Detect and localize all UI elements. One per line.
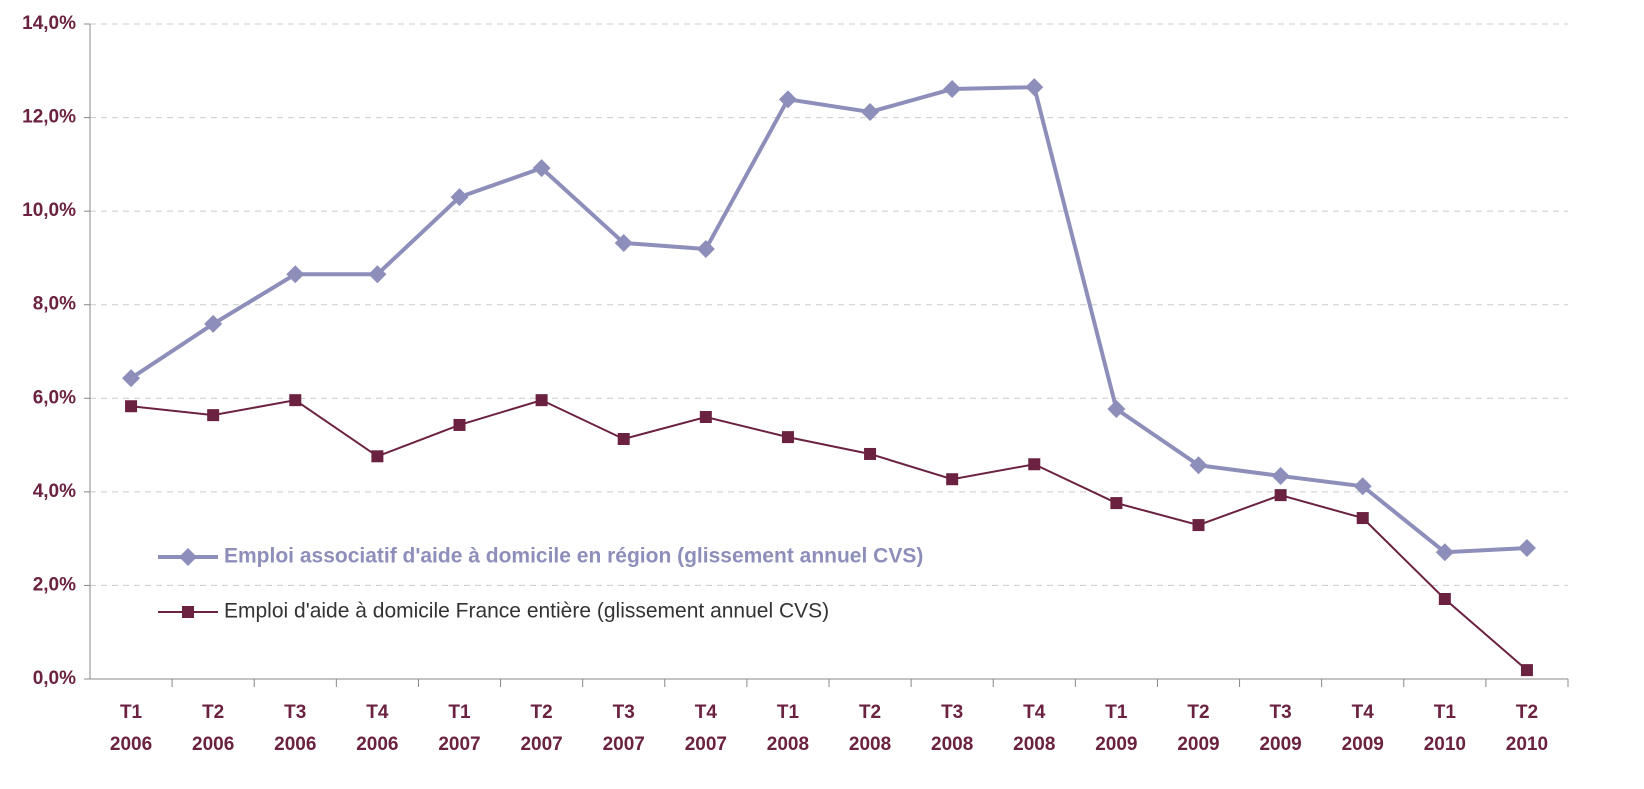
y-tick-label: 8,0% <box>33 294 76 315</box>
x-tick-label: 2006 <box>192 734 234 755</box>
x-tick-label: 2009 <box>1095 734 1137 755</box>
x-tick-label: T4 <box>1352 702 1375 723</box>
x-tick-label: T3 <box>941 702 963 723</box>
legend-marker <box>182 606 194 618</box>
data-point <box>1438 592 1451 605</box>
data-point <box>535 394 548 407</box>
data-point <box>1107 400 1126 419</box>
data-point <box>289 394 302 407</box>
x-tick-label: T1 <box>1105 702 1128 723</box>
x-tick-label: T3 <box>613 702 635 723</box>
x-tick-label: T1 <box>120 702 143 723</box>
x-tick-label: 2008 <box>767 734 809 755</box>
x-tick-label: T2 <box>1187 702 1209 723</box>
y-tick-label: 4,0% <box>33 481 76 502</box>
x-tick-label: T1 <box>777 702 800 723</box>
x-tick-label: 2009 <box>1177 734 1219 755</box>
x-tick-label: T3 <box>1270 702 1292 723</box>
data-point <box>1356 512 1369 525</box>
series-line <box>130 399 1528 671</box>
data-point <box>1353 477 1372 496</box>
y-tick-label: 10,0% <box>22 200 76 221</box>
x-tick-label: 2007 <box>438 734 480 755</box>
data-point <box>778 90 797 109</box>
legend-marker <box>179 548 197 566</box>
x-tick-label: 2007 <box>603 734 645 755</box>
data-point <box>1517 539 1536 557</box>
legend-label: Emploi associatif d'aide à domicile en r… <box>224 545 923 568</box>
x-tick-label: 2009 <box>1259 734 1301 755</box>
x-tick-label: 2008 <box>1013 734 1055 755</box>
x-tick-label: T1 <box>1434 702 1457 723</box>
x-tick-label: T4 <box>366 702 389 723</box>
data-point <box>286 265 305 284</box>
y-tick-label: 14,0% <box>22 13 76 34</box>
x-tick-label: 2007 <box>685 734 727 755</box>
data-point <box>1274 489 1287 502</box>
data-point <box>946 473 959 486</box>
data-point <box>617 432 630 445</box>
data-point <box>864 447 877 460</box>
x-tick-label: 2006 <box>274 734 316 755</box>
data-point <box>1028 458 1041 471</box>
data-point <box>696 240 715 259</box>
data-point <box>368 265 387 284</box>
x-tick-label: 2007 <box>520 734 562 755</box>
data-point <box>861 102 880 121</box>
series-line <box>129 85 1528 555</box>
data-point <box>943 80 962 99</box>
y-tick-label: 6,0% <box>33 387 76 408</box>
x-tick-label: 2008 <box>849 734 891 755</box>
x-tick-label: T1 <box>448 702 471 723</box>
data-point <box>699 411 712 423</box>
x-tick-label: 2010 <box>1424 734 1466 755</box>
x-tick-label: T2 <box>859 702 881 723</box>
data-point <box>1435 543 1454 562</box>
y-tick-label: 2,0% <box>33 574 76 595</box>
data-point <box>204 314 223 333</box>
x-tick-label: 2009 <box>1342 734 1384 755</box>
data-point <box>207 409 220 422</box>
x-tick-label: T4 <box>695 702 718 723</box>
y-tick-label: 12,0% <box>22 107 76 128</box>
x-tick-label: 2006 <box>356 734 398 755</box>
data-point <box>532 159 551 178</box>
y-tick-label: 0,0% <box>33 668 76 689</box>
x-tick-label: T2 <box>202 702 224 723</box>
data-point <box>1110 497 1123 510</box>
data-point <box>1520 664 1533 677</box>
x-tick-label: 2006 <box>110 734 152 755</box>
data-point <box>125 400 138 413</box>
data-point <box>1192 519 1205 532</box>
data-point <box>450 188 469 207</box>
x-tick-label: 2008 <box>931 734 973 755</box>
data-point <box>371 450 384 463</box>
x-tick-label: T2 <box>1516 702 1538 723</box>
legend-label: Emploi d'aide à domicile France entière … <box>224 600 829 623</box>
data-point <box>453 418 466 431</box>
data-point <box>614 233 633 252</box>
x-tick-label: 2010 <box>1506 734 1548 755</box>
x-tick-label: T3 <box>284 702 306 723</box>
data-point <box>1189 456 1208 475</box>
data-point <box>1271 466 1290 485</box>
data-point <box>122 369 141 388</box>
data-point <box>1025 78 1044 97</box>
x-tick-label: T2 <box>531 702 553 723</box>
x-tick-label: T4 <box>1023 702 1046 723</box>
data-point <box>781 431 794 444</box>
